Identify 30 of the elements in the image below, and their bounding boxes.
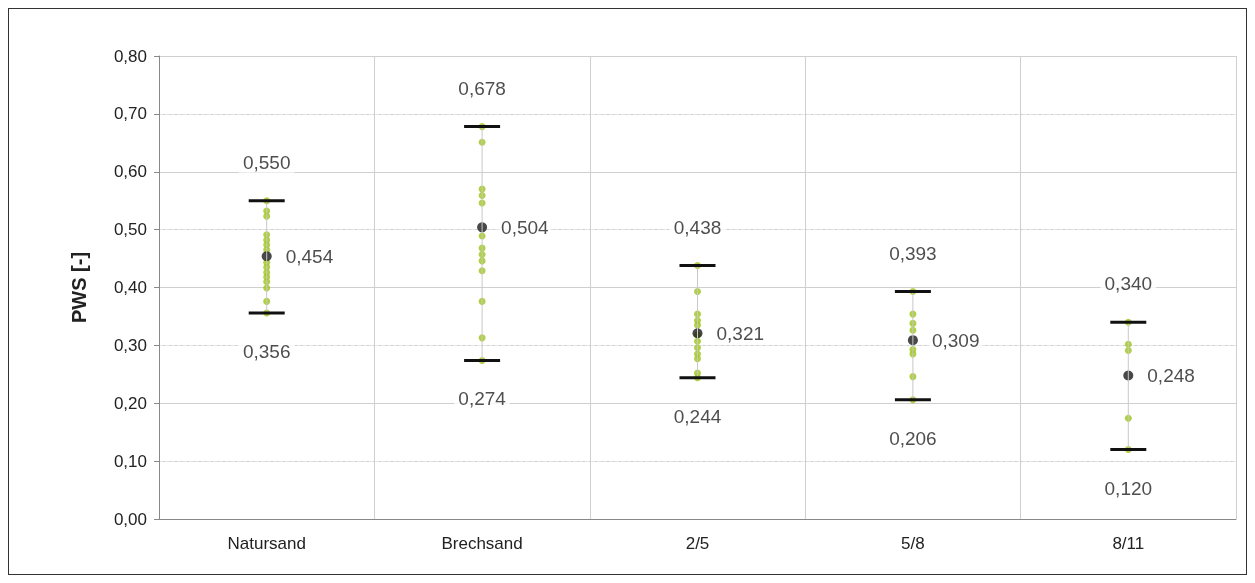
annotation: 0,274 (458, 388, 507, 410)
y-tick-label: 0,00 (113, 509, 147, 529)
y-tick-label: 0,10 (113, 451, 147, 471)
annotation: 0,244 (673, 405, 722, 427)
annotation: 0,340 (1104, 273, 1153, 295)
annotation: 0,393 (889, 242, 937, 264)
data-label: 0,321 (716, 322, 765, 344)
y-tick-label: 0,20 (113, 393, 147, 413)
annotation: 0,678 (458, 77, 506, 99)
y-axis-title: PWS [-] (68, 251, 90, 324)
y-tick-label: 0,40 (113, 278, 147, 297)
annotation: 0,438 (673, 216, 722, 238)
annotation: 0,356 (242, 340, 291, 362)
data-label: 0,504 (501, 216, 550, 238)
annotation: 0,206 (889, 427, 937, 449)
y-tick-label: 0,70 (113, 104, 147, 124)
annotation: 0,550 (242, 151, 291, 173)
x-tick-label: 8/11 (1112, 534, 1145, 553)
y-tick-label: 0,60 (113, 162, 147, 182)
y-tick-label: 0,80 (113, 46, 147, 66)
data-label: 0,309 (931, 329, 980, 351)
y-tick-label: 0,50 (113, 220, 147, 240)
annotation: 0,120 (1104, 477, 1153, 499)
data-label: 0,248 (1147, 364, 1195, 386)
x-tick-label: 2/5 (685, 534, 710, 553)
data-label: 0,454 (285, 245, 334, 267)
x-tick-label: Natursand (227, 534, 306, 553)
y-tick-label: 0,30 (113, 335, 147, 355)
x-tick-label: Brechsand (441, 534, 523, 553)
x-tick-label: 5/8 (901, 534, 925, 553)
